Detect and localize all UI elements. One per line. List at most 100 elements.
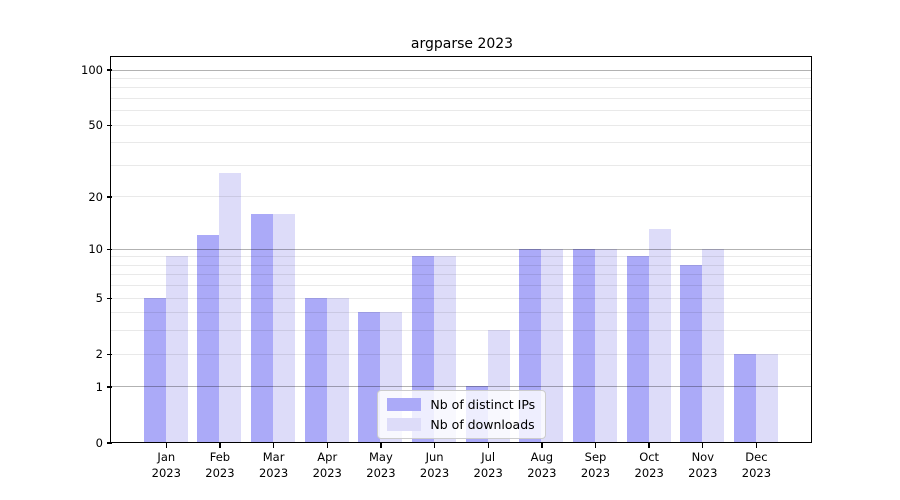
bar-downloads: [165, 256, 188, 443]
x-tick-year: 2023: [205, 466, 235, 480]
x-tick-mark: [219, 443, 221, 448]
x-tick-month: Jun: [425, 450, 444, 464]
plot-area: Nb of distinct IPs Nb of downloads: [110, 56, 813, 444]
y-tick-mark: [106, 69, 112, 71]
bar-distinct-ips: [626, 256, 649, 443]
bar-distinct-ips: [143, 297, 166, 443]
x-tick-label: Dec 2023: [726, 449, 786, 481]
x-tick-year: 2023: [258, 466, 289, 480]
x-tick-year: 2023: [580, 466, 611, 480]
x-tick-month: Jul: [481, 450, 496, 464]
x-tick-mark: [541, 443, 543, 448]
x-tick-year: 2023: [419, 466, 450, 480]
bar-downloads: [326, 297, 349, 443]
y-tick-mark: [106, 124, 112, 127]
x-tick-label: Nov 2023: [673, 449, 733, 481]
x-tick-year: 2023: [688, 466, 718, 480]
x-tick-month: Feb: [209, 450, 231, 464]
x-tick-mark: [326, 443, 328, 448]
x-tick-month: Apr: [317, 450, 338, 464]
bar-downloads: [594, 248, 617, 443]
chart-title: argparse 2023: [410, 36, 514, 52]
bar-downloads: [648, 229, 671, 443]
bar-distinct-ips: [358, 312, 381, 443]
bar-downloads: [273, 213, 295, 443]
y-gridline-minor: [111, 87, 812, 89]
bar-distinct-ips: [680, 264, 703, 443]
x-tick-month: Nov: [691, 450, 715, 464]
y-tick-label: 50: [88, 118, 103, 133]
x-tick-label: Sep 2023: [566, 449, 626, 481]
bar-distinct-ips: [572, 248, 595, 443]
y-tick-mark: [106, 353, 112, 355]
y-gridline-minor: [111, 142, 812, 144]
y-gridline-minor: [111, 165, 812, 166]
y-tick-label: 1: [95, 380, 103, 394]
x-tick-mark: [165, 443, 167, 448]
legend-label: Nb of distinct IPs: [430, 397, 536, 413]
x-tick-label: Jun 2023: [405, 449, 465, 481]
y-tick-label: 2: [95, 347, 103, 362]
x-tick-label: Jul 2023: [458, 449, 518, 481]
x-tick-label: Aug 2023: [512, 449, 572, 481]
bar-downloads: [219, 173, 242, 443]
y-tick-label: 20: [88, 190, 103, 205]
y-gridline-minor: [111, 110, 812, 112]
x-tick-year: 2023: [151, 466, 181, 480]
legend-swatch: [387, 418, 422, 432]
x-tick-year: 2023: [634, 466, 664, 480]
x-tick-mark: [272, 443, 275, 448]
y-tick-mark: [106, 442, 112, 444]
x-tick-month: May: [369, 450, 393, 464]
y-tick-label: 5: [95, 291, 103, 306]
legend-item: Nb of distinct IPs: [387, 397, 535, 412]
x-tick-month: Dec: [745, 450, 768, 464]
x-tick-month: Mar: [262, 450, 285, 464]
bar-downloads: [755, 353, 778, 443]
x-tick-year: 2023: [473, 466, 503, 480]
x-tick-mark: [702, 443, 704, 448]
x-tick-mark: [755, 443, 758, 448]
legend: Nb of distinct IPs Nb of downloads: [377, 390, 547, 440]
x-tick-mark: [648, 443, 650, 448]
x-tick-label: Oct 2023: [619, 449, 679, 481]
y-gridline-minor: [111, 78, 812, 80]
x-tick-month: Jan: [157, 450, 176, 464]
y-tick-mark: [106, 297, 112, 299]
bar-distinct-ips: [733, 353, 756, 443]
y-gridline-minor: [111, 124, 812, 126]
x-tick-label: May 2023: [351, 449, 411, 481]
y-tick-label: 0: [95, 436, 103, 450]
y-tick-label: 100: [81, 63, 103, 78]
y-tick-label: 10: [88, 242, 103, 257]
bar-distinct-ips: [197, 235, 220, 443]
x-tick-mark: [433, 443, 436, 448]
bar-distinct-ips: [251, 213, 273, 443]
x-tick-month: Oct: [639, 450, 660, 464]
bar-downloads: [702, 248, 725, 443]
x-tick-month: Sep: [584, 450, 607, 464]
y-gridline-minor: [111, 196, 812, 198]
x-tick-month: Aug: [530, 450, 554, 464]
x-tick-mark: [380, 443, 382, 448]
x-tick-year: 2023: [366, 466, 396, 480]
x-tick-label: Jan 2023: [136, 449, 196, 481]
x-tick-label: Mar 2023: [244, 449, 304, 481]
x-tick-mark: [487, 443, 489, 448]
legend-swatch: [387, 398, 422, 412]
x-tick-label: Feb 2023: [190, 449, 250, 481]
bar-distinct-ips: [304, 297, 327, 443]
y-gridline-minor: [111, 98, 812, 100]
x-tick-year: 2023: [312, 466, 342, 480]
y-gridline-major: [111, 69, 812, 71]
x-tick-mark: [594, 443, 597, 448]
y-tick-mark: [106, 248, 112, 250]
legend-item: Nb of downloads: [387, 417, 535, 432]
y-tick-mark: [106, 196, 112, 198]
y-tick-mark: [106, 386, 112, 388]
bar-downloads: [541, 248, 564, 443]
x-tick-year: 2023: [527, 466, 557, 480]
legend-label: Nb of downloads: [430, 417, 535, 433]
x-tick-label: Apr 2023: [297, 449, 357, 481]
